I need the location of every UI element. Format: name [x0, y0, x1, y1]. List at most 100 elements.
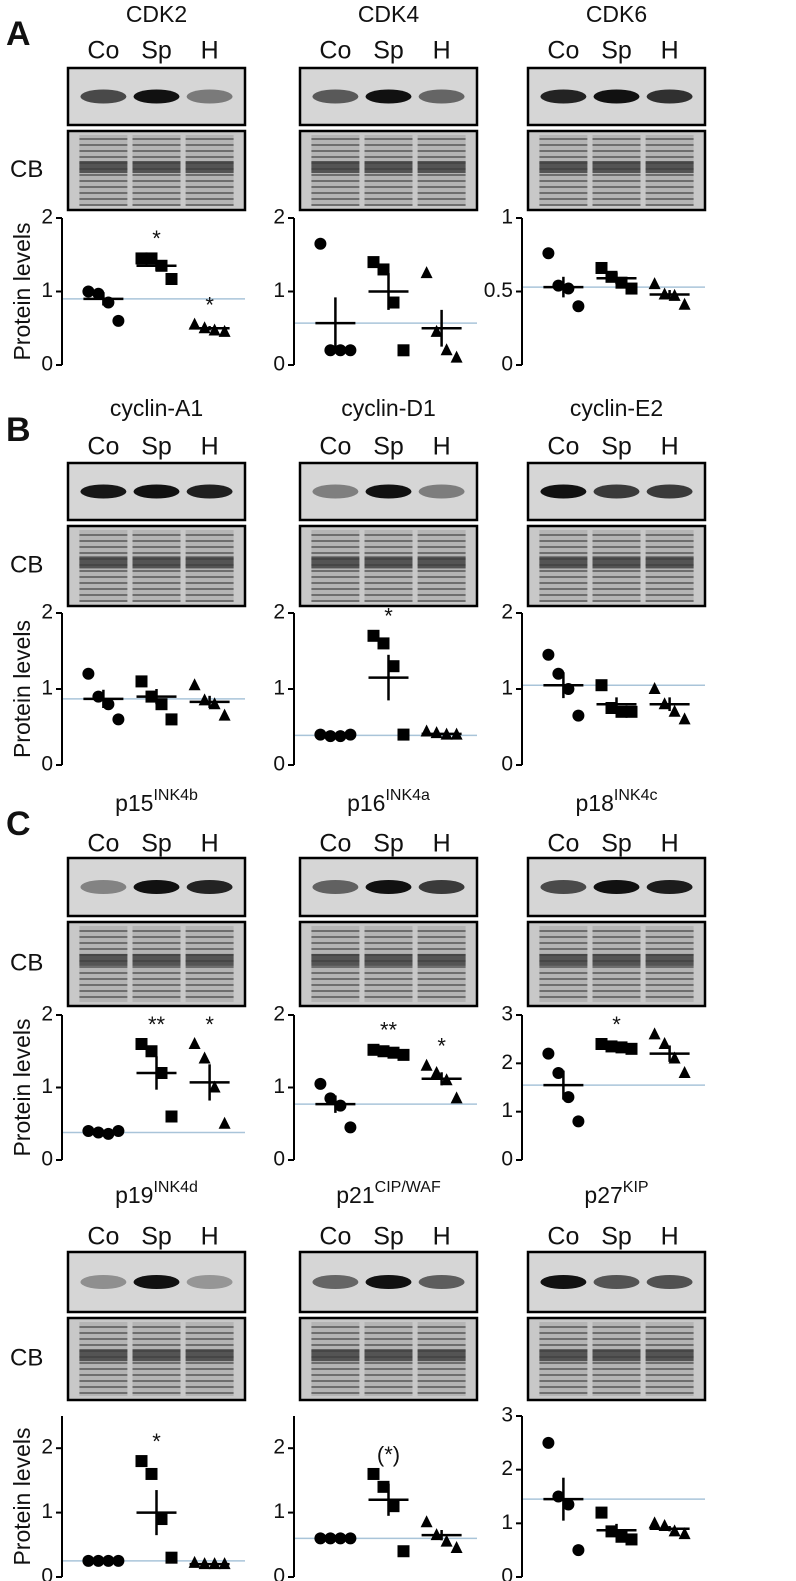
- data-point: [387, 660, 400, 673]
- lane-label: H: [661, 37, 679, 65]
- blot-band: [418, 880, 465, 894]
- data-point: [198, 1051, 211, 1064]
- loading-band: [311, 953, 360, 966]
- data-point: [678, 712, 691, 725]
- loading-band: [539, 556, 588, 569]
- title-text: cyclin-A1: [110, 395, 203, 421]
- data-point: [135, 1038, 148, 1050]
- loading-band: [364, 1349, 413, 1362]
- title-superscript: KIP: [623, 1179, 649, 1196]
- significance: *: [384, 604, 393, 629]
- data-point: [668, 704, 681, 717]
- blot-band: [365, 89, 412, 104]
- panel-title: CDK2: [126, 1, 187, 27]
- significance: *: [152, 1429, 161, 1454]
- lane-label: H: [433, 37, 451, 65]
- data-point: [430, 1066, 443, 1078]
- data-point: [648, 682, 661, 694]
- y-tick-label: 2: [273, 601, 285, 624]
- data-point: [440, 1534, 453, 1547]
- data-point: [648, 277, 661, 290]
- loading-band: [539, 953, 588, 966]
- loading-band: [645, 556, 694, 569]
- lane-label: Co: [87, 1223, 119, 1251]
- data-point: [552, 279, 565, 292]
- data-point: [208, 697, 221, 710]
- data-point: [397, 344, 410, 357]
- panel-letter: C: [6, 805, 31, 843]
- loading-label: CB: [10, 551, 43, 578]
- y-tick-label: 1: [41, 1075, 53, 1098]
- data-point: [102, 698, 115, 711]
- panel-title: CDK6: [586, 1, 647, 27]
- blot-band: [186, 1275, 233, 1289]
- data-point: [552, 1067, 565, 1079]
- y-tick-label: 1: [41, 677, 53, 700]
- lane-label: Sp: [141, 1223, 172, 1251]
- data-point: [218, 708, 231, 721]
- y-tick-label: 2: [41, 1003, 53, 1026]
- data-point: [450, 1091, 463, 1104]
- blot-band: [186, 880, 233, 894]
- loading-band: [592, 1349, 641, 1362]
- significance: (*): [377, 1442, 400, 1467]
- data-point: [552, 667, 565, 680]
- blot-band: [186, 484, 233, 499]
- loading-band: [417, 161, 466, 174]
- title-text: cyclin-E2: [570, 395, 663, 421]
- title-text: CDK4: [358, 1, 420, 27]
- data-point: [430, 324, 443, 337]
- data-point: [440, 343, 453, 356]
- y-tick-label: 1: [501, 677, 513, 700]
- lane-label: Sp: [601, 1223, 632, 1251]
- loading-label: CB: [10, 949, 43, 976]
- data-point: [572, 1544, 585, 1557]
- title-superscript: CIP/WAF: [375, 1179, 441, 1196]
- loading-band: [132, 556, 181, 569]
- data-point: [324, 1092, 337, 1105]
- loading-band: [311, 1349, 360, 1362]
- lane-label: H: [201, 37, 219, 65]
- data-point: [542, 648, 555, 661]
- data-point: [668, 1524, 681, 1537]
- data-point: [367, 256, 380, 269]
- lane-label: H: [661, 830, 679, 858]
- data-point: [314, 237, 327, 250]
- lane-label: Co: [547, 830, 579, 858]
- title-text: p27: [584, 1182, 622, 1208]
- lane-label: H: [201, 830, 219, 858]
- title-superscript: INK4a: [385, 787, 430, 804]
- y-tick-label: 2: [501, 1457, 513, 1480]
- data-point: [595, 679, 608, 692]
- data-point: [562, 282, 575, 295]
- data-point: [678, 1527, 691, 1540]
- y-tick-label: 1: [273, 1075, 285, 1098]
- data-point: [387, 296, 400, 309]
- data-point: [82, 667, 95, 680]
- data-point: [625, 1533, 638, 1546]
- significance: *: [205, 292, 214, 317]
- data-point: [562, 1498, 575, 1511]
- data-point: [218, 1116, 231, 1129]
- panel-title: cyclin-D1: [341, 395, 436, 421]
- loading-band: [645, 953, 694, 966]
- title-text: CDK2: [126, 1, 187, 27]
- data-point: [450, 350, 463, 363]
- lane-label: Co: [87, 37, 119, 65]
- loading-band: [79, 556, 128, 569]
- panel-title: p21CIP/WAF: [336, 1179, 441, 1208]
- blot-band: [312, 89, 359, 104]
- y-tick-label: 2: [41, 206, 53, 229]
- lane-label: H: [433, 1223, 451, 1251]
- y-tick-label: 0: [41, 353, 53, 376]
- data-point: [420, 1515, 433, 1528]
- y-tick-label: 0: [501, 353, 513, 376]
- loading-band: [645, 161, 694, 174]
- y-tick-label: 1: [501, 1511, 513, 1534]
- panel-title: p18INK4c: [576, 787, 658, 816]
- loading-band: [417, 953, 466, 966]
- data-point: [648, 1027, 661, 1040]
- data-point: [135, 675, 148, 688]
- data-point: [542, 1436, 555, 1449]
- blot-band: [646, 880, 693, 894]
